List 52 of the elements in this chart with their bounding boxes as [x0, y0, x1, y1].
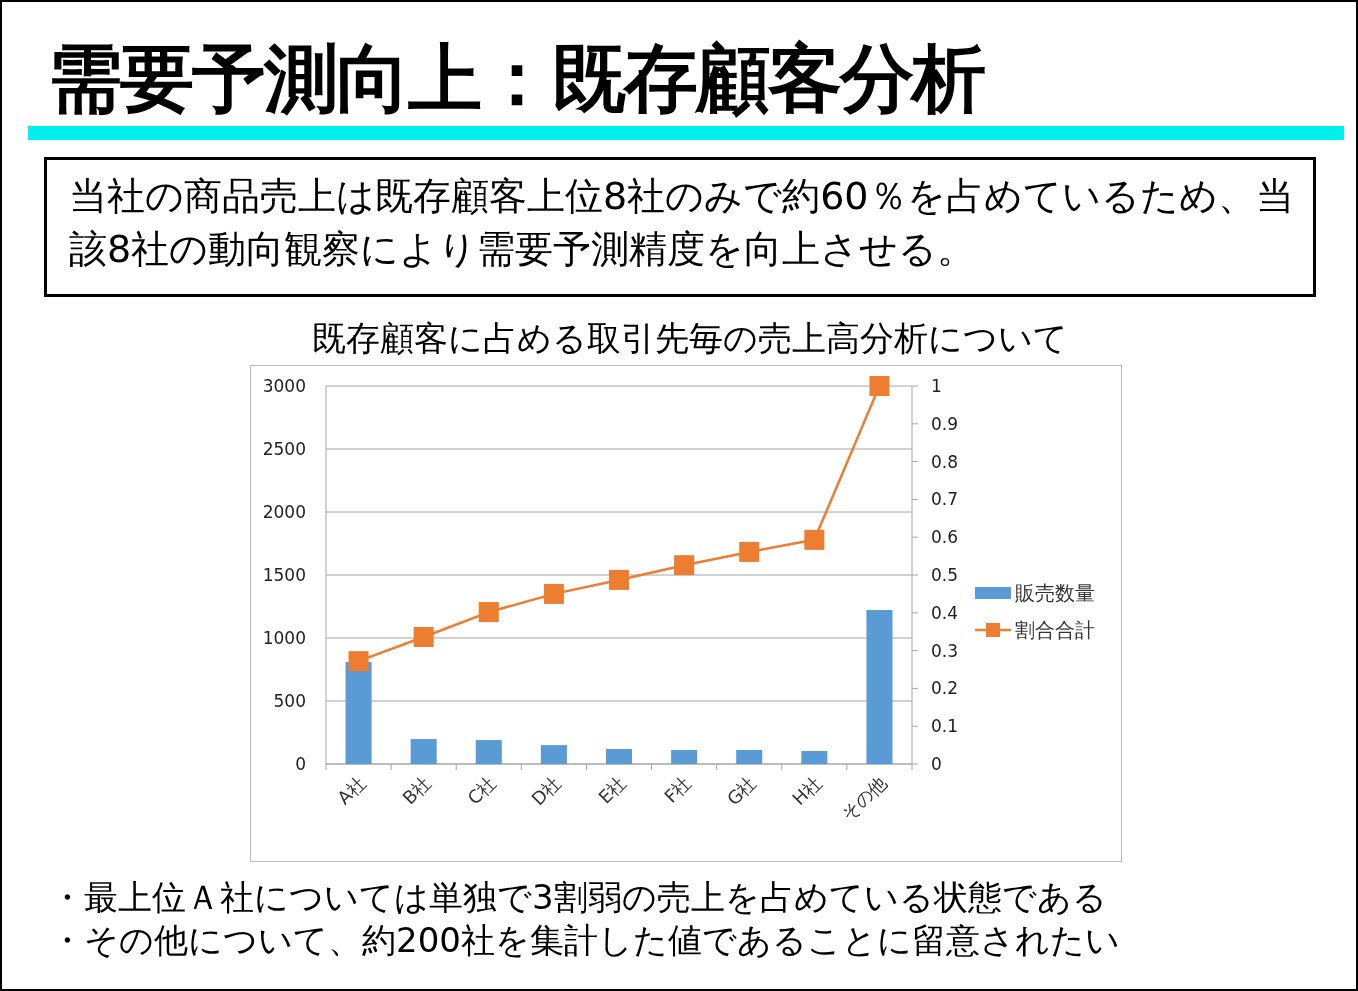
y2-tick-label: 0 [931, 754, 942, 774]
y2-tick-label: 0.7 [931, 489, 959, 510]
point [478, 602, 499, 623]
bar [866, 610, 893, 764]
bar [345, 661, 372, 764]
bar [475, 740, 502, 764]
y-tick-label: 500 [273, 691, 306, 711]
chart-subtitle: 既存顧客に占める取引先毎の売上高分析について [311, 317, 1069, 360]
y2-tick-label: 0.6 [931, 527, 959, 548]
y2-tick-label: 0.4 [931, 602, 959, 623]
x-tick-label: D社 [527, 771, 565, 810]
x-tick-label: G社 [722, 771, 761, 810]
y2-tick-label: 1 [931, 376, 942, 396]
bar [605, 749, 633, 764]
text: ・その他について、約200社を集計した値であることに留意されたい [50, 919, 1120, 962]
x-tick-label: B社 [398, 771, 435, 809]
bar [410, 739, 437, 764]
point [543, 583, 564, 604]
y-tick-label: 2000 [262, 502, 306, 522]
y-tick-label: 1000 [262, 628, 306, 648]
bar [801, 751, 828, 764]
point [674, 555, 695, 576]
y2-tick-label: 0.8 [931, 451, 959, 472]
x-tick-label: C社 [463, 771, 500, 809]
x-tick-label: A社 [333, 771, 370, 809]
bar [540, 745, 567, 764]
y2-tick-label: 0.5 [931, 565, 959, 585]
y-tick-label: 2500 [262, 439, 306, 459]
x-tick-label: その他 [837, 771, 891, 826]
x-tick-label: E社 [594, 771, 630, 808]
y2-tick-label: 0.2 [931, 678, 959, 699]
point [609, 569, 629, 590]
y2-tick-label: 0.9 [931, 413, 959, 434]
x-tick-label: F社 [660, 771, 695, 807]
bar [671, 750, 698, 764]
y-tick-label: 1500 [262, 565, 306, 585]
text: 当社の商品売上は既存顧客上位8社のみで約60％を占めているため、当該8社の動向観察により需要予測精度を向上させる。 [44, 157, 1316, 297]
point [739, 541, 760, 562]
bar [736, 750, 763, 764]
y-tick-label: 0 [295, 754, 306, 774]
text: ・最上位Ａ社については単独で3割弱の売上を占めている状態である [50, 876, 1107, 919]
point [413, 626, 434, 647]
y-tick-label: 3000 [262, 376, 306, 396]
legend-label: 販売数量 [1015, 581, 1095, 605]
y2-tick-label: 0.3 [931, 640, 959, 661]
x-tick-label: H社 [788, 771, 826, 810]
point [348, 651, 369, 672]
legend-label: 割合合計 [1015, 618, 1095, 642]
y2-tick-label: 0.1 [931, 716, 959, 737]
point [869, 376, 890, 396]
chart-title: 需要予測向上：既存顧客分析 [48, 34, 984, 123]
point [804, 529, 825, 550]
